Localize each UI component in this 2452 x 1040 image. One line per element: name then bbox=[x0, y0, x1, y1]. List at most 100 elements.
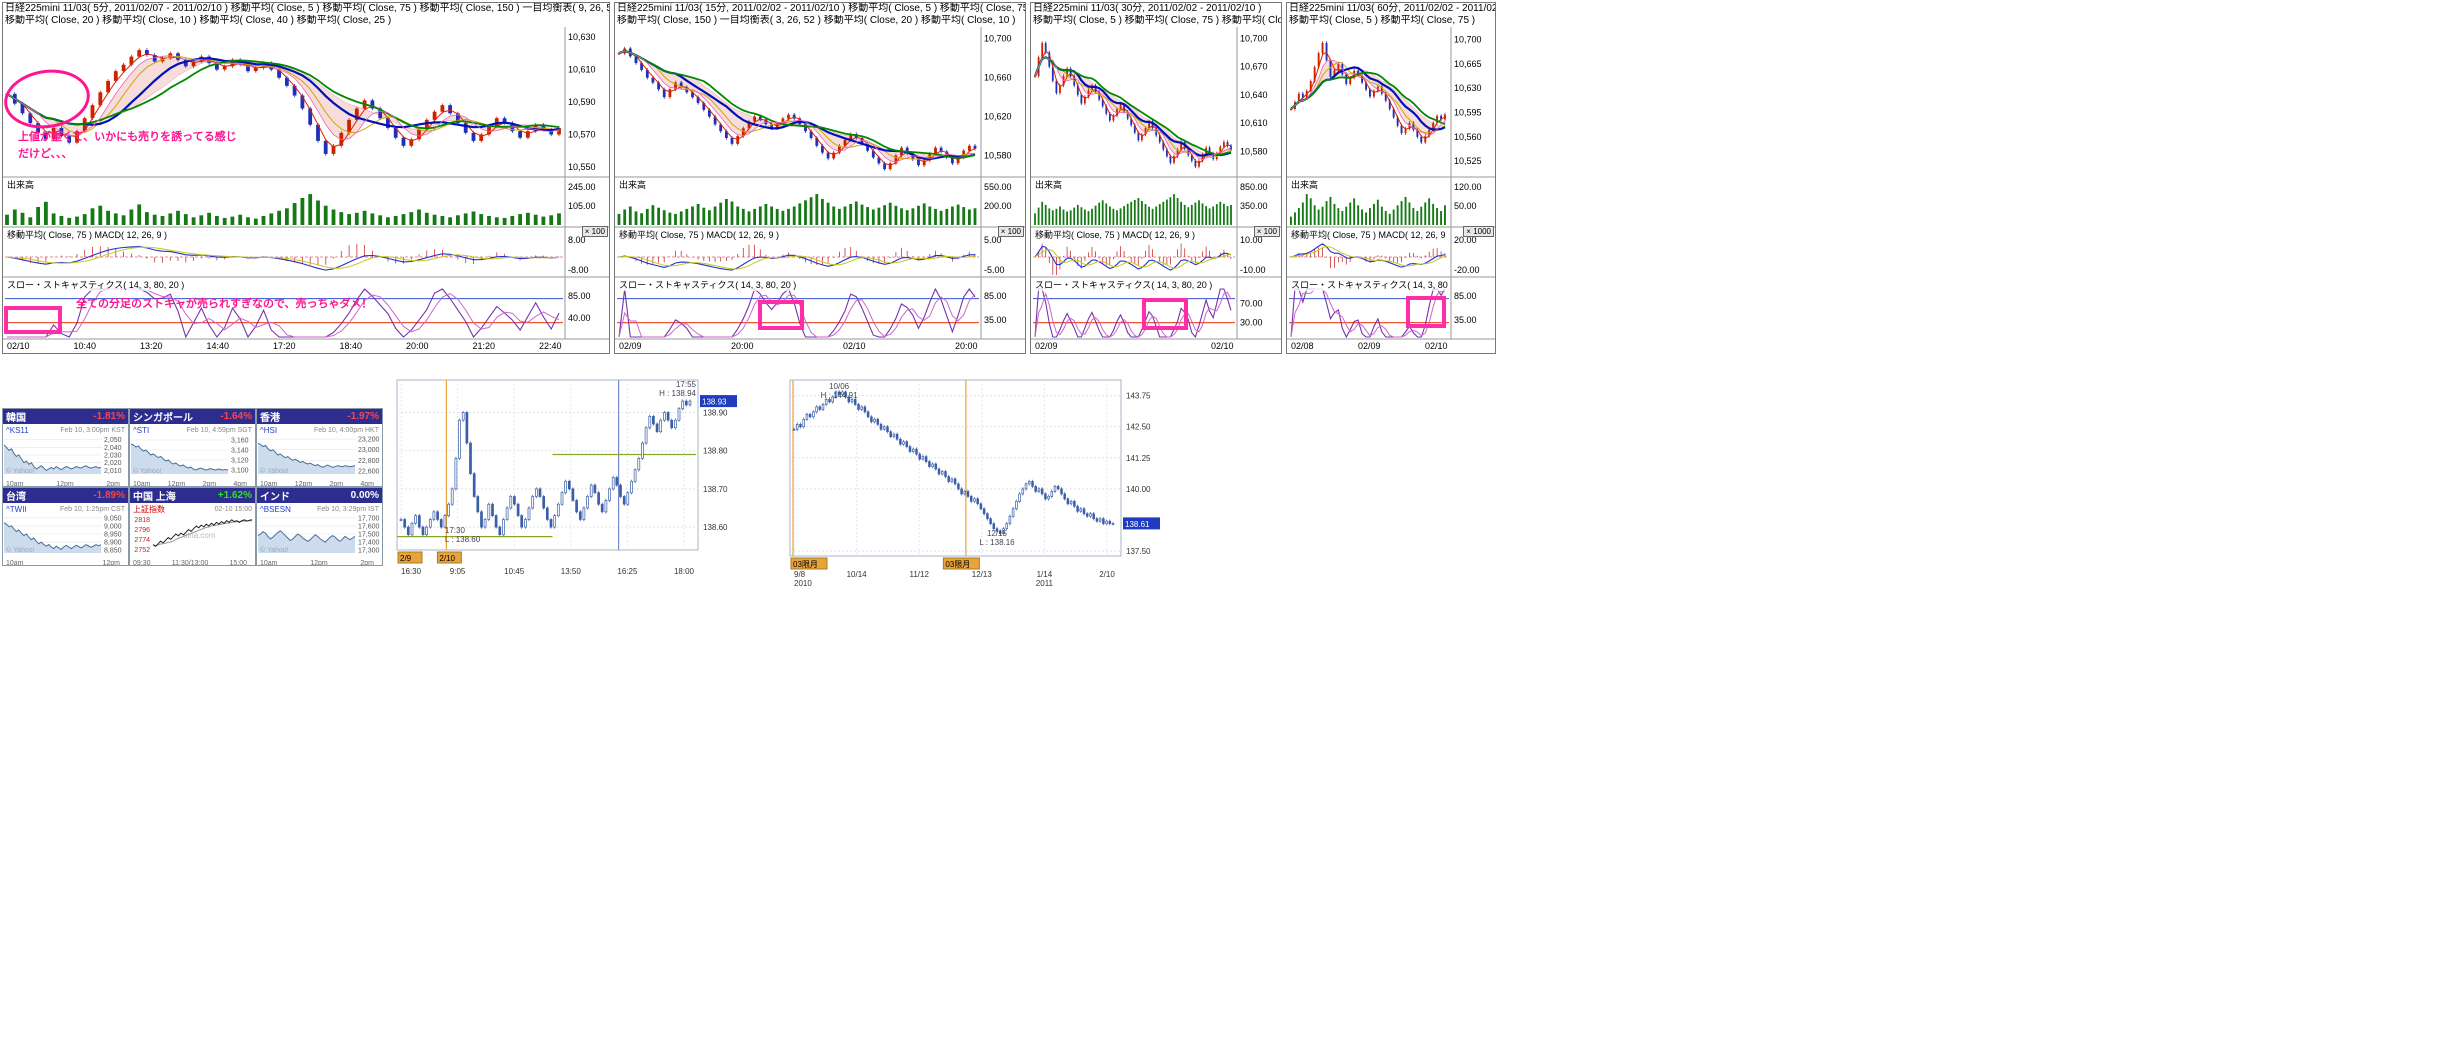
market-card-header: 香港 -1.97% bbox=[257, 409, 382, 424]
market-timestamp: Feb 10, 1:25pm CST bbox=[60, 505, 125, 513]
svg-text:9,050: 9,050 bbox=[104, 515, 122, 522]
svg-text:03限月: 03限月 bbox=[945, 560, 970, 569]
svg-text:10:45: 10:45 bbox=[504, 567, 525, 576]
x-tick: 10am bbox=[6, 481, 24, 487]
svg-text:23,000: 23,000 bbox=[358, 447, 380, 454]
stochastics-section bbox=[1033, 288, 1235, 339]
svg-text:850.00: 850.00 bbox=[1240, 182, 1268, 192]
x-tick: 2pm bbox=[329, 481, 344, 487]
market-card: 台湾 -1.89% ^TWII Feb 10, 1:25pm CST 9,050 9,00… bbox=[2, 487, 129, 566]
svg-text:02/10: 02/10 bbox=[7, 341, 30, 351]
svg-text:550.00: 550.00 bbox=[984, 182, 1012, 192]
market-card-header: 台湾 -1.89% bbox=[3, 488, 128, 503]
candlestick-chart: 10,700 10,660 10,620 10,580 550.00 200.00 5.00… bbox=[615, 27, 1025, 351]
svg-text:sina.com: sina.com bbox=[183, 531, 215, 540]
svg-text:142.50: 142.50 bbox=[1126, 423, 1151, 432]
market-timestamp: Feb 10, 3:00pm KST bbox=[60, 426, 125, 434]
volume-multiplier: × 100 bbox=[997, 226, 1024, 237]
svg-text:8,900: 8,900 bbox=[104, 540, 122, 547]
svg-text:2,030: 2,030 bbox=[104, 453, 122, 460]
svg-text:-5.00: -5.00 bbox=[984, 265, 1005, 275]
svg-text:85.00: 85.00 bbox=[1454, 291, 1477, 301]
market-symbol-link[interactable]: ^HSI bbox=[260, 425, 278, 435]
fx-daily-svg: 143.75 142.50 141.25 140.00 137.50 9/8 10/14 11… bbox=[789, 379, 1160, 588]
svg-text:L : 138.60: L : 138.60 bbox=[445, 535, 481, 544]
svg-text:10,560: 10,560 bbox=[1454, 132, 1482, 142]
svg-text:10,700: 10,700 bbox=[984, 34, 1012, 44]
svg-text:2/9: 2/9 bbox=[400, 554, 412, 563]
market-card: シンガポール -1.64% ^STI Feb 10, 4:59pm SGT 3,160 3… bbox=[129, 408, 256, 487]
svg-text:10,580: 10,580 bbox=[984, 151, 1012, 161]
svg-text:138.70: 138.70 bbox=[703, 485, 728, 494]
x-tick: 2pm bbox=[202, 481, 217, 487]
x-tick: 09:30 bbox=[133, 560, 151, 566]
svg-text:138.61: 138.61 bbox=[1125, 520, 1150, 529]
svg-text:13:20: 13:20 bbox=[140, 341, 163, 351]
x-tick: 12pm bbox=[102, 560, 120, 566]
market-x-axis: 10am 12pm 2pm 4pm bbox=[130, 481, 255, 487]
svg-text:35.00: 35.00 bbox=[984, 315, 1007, 325]
svg-text:10,630: 10,630 bbox=[568, 32, 596, 42]
svg-text:23,200: 23,200 bbox=[358, 437, 380, 444]
market-symbol-link[interactable]: ^STI bbox=[133, 425, 150, 435]
svg-text:17,300: 17,300 bbox=[358, 548, 380, 555]
svg-text:50.00: 50.00 bbox=[1454, 201, 1477, 211]
svg-text:138.93: 138.93 bbox=[702, 398, 727, 407]
svg-text:2818: 2818 bbox=[134, 517, 150, 524]
market-symbol-link[interactable]: ^TWII bbox=[6, 504, 27, 514]
svg-text:21:20: 21:20 bbox=[473, 341, 496, 351]
svg-text:3,160: 3,160 bbox=[231, 438, 249, 445]
svg-text:2,050: 2,050 bbox=[104, 437, 122, 444]
svg-text:10,630: 10,630 bbox=[1454, 83, 1482, 93]
price-section bbox=[1033, 41, 1232, 169]
svg-text:2774: 2774 bbox=[134, 537, 150, 544]
price-section bbox=[617, 46, 977, 171]
svg-text:03限月: 03限月 bbox=[793, 560, 818, 569]
macd-section bbox=[1289, 243, 1449, 269]
market-subheader: ^KS11 Feb 10, 3:00pm KST bbox=[3, 424, 128, 436]
market-subheader: ^STI Feb 10, 4:59pm SGT bbox=[130, 424, 255, 436]
svg-text:2/10: 2/10 bbox=[1099, 570, 1115, 579]
svg-text:9/8: 9/8 bbox=[794, 570, 806, 579]
x-tick: 2pm bbox=[106, 481, 120, 487]
svg-text:2752: 2752 bbox=[134, 547, 150, 554]
svg-text:17,400: 17,400 bbox=[358, 540, 380, 547]
svg-text:70.00: 70.00 bbox=[1240, 298, 1263, 308]
index-title: 上証指数 bbox=[133, 504, 165, 514]
macd-section bbox=[5, 243, 563, 271]
volume-section bbox=[1034, 194, 1232, 225]
svg-text:3,100: 3,100 bbox=[231, 468, 249, 475]
market-subheader: 上証指数 02-10 15:00 bbox=[130, 503, 255, 515]
volume-multiplier: × 100 bbox=[1253, 226, 1280, 237]
market-x-axis: 10am 12pm 2pm bbox=[257, 560, 382, 565]
svg-text:20:00: 20:00 bbox=[955, 341, 978, 351]
svg-text:10,665: 10,665 bbox=[1454, 59, 1482, 69]
panel-header-line1: 日経225mini 11/03( 15分, 2011/02/02 - 2011/… bbox=[617, 3, 1025, 14]
svg-text:10,595: 10,595 bbox=[1454, 107, 1482, 117]
volume-section bbox=[617, 194, 977, 225]
svg-text:L : 138.16: L : 138.16 bbox=[979, 538, 1015, 547]
svg-text:141.25: 141.25 bbox=[1126, 454, 1151, 463]
svg-text:2796: 2796 bbox=[134, 527, 150, 534]
market-name: 香港 bbox=[260, 413, 280, 424]
svg-text:10,570: 10,570 bbox=[568, 129, 596, 139]
svg-text:10,550: 10,550 bbox=[568, 162, 596, 172]
svg-text:17:20: 17:20 bbox=[273, 341, 296, 351]
svg-text:© Yahoo!: © Yahoo! bbox=[260, 467, 289, 475]
svg-text:137.50: 137.50 bbox=[1126, 547, 1151, 556]
market-symbol-link[interactable]: ^BSESN bbox=[260, 504, 291, 514]
svg-text:© Yahoo!: © Yahoo! bbox=[6, 546, 35, 554]
market-subheader: ^TWII Feb 10, 1:25pm CST bbox=[3, 503, 128, 515]
svg-text:11/12: 11/12 bbox=[909, 570, 929, 579]
market-card: 中国 上海 +1.62% 上証指数 02-10 15:00 2818 2796 2774 27… bbox=[129, 487, 256, 566]
svg-text:20:00: 20:00 bbox=[731, 341, 754, 351]
market-change: -1.89% bbox=[93, 490, 125, 501]
svg-text:17:55: 17:55 bbox=[676, 380, 697, 389]
market-x-axis: 10am 12pm 2pm bbox=[3, 481, 128, 487]
market-card-header: 中国 上海 +1.62% bbox=[130, 488, 255, 503]
x-tick: 15:00 bbox=[229, 560, 247, 566]
chart-panel-5min: 日経225mini 11/03( 5分, 2011/02/07 - 2011/0… bbox=[2, 2, 610, 354]
market-symbol-link[interactable]: ^KS11 bbox=[6, 425, 29, 435]
